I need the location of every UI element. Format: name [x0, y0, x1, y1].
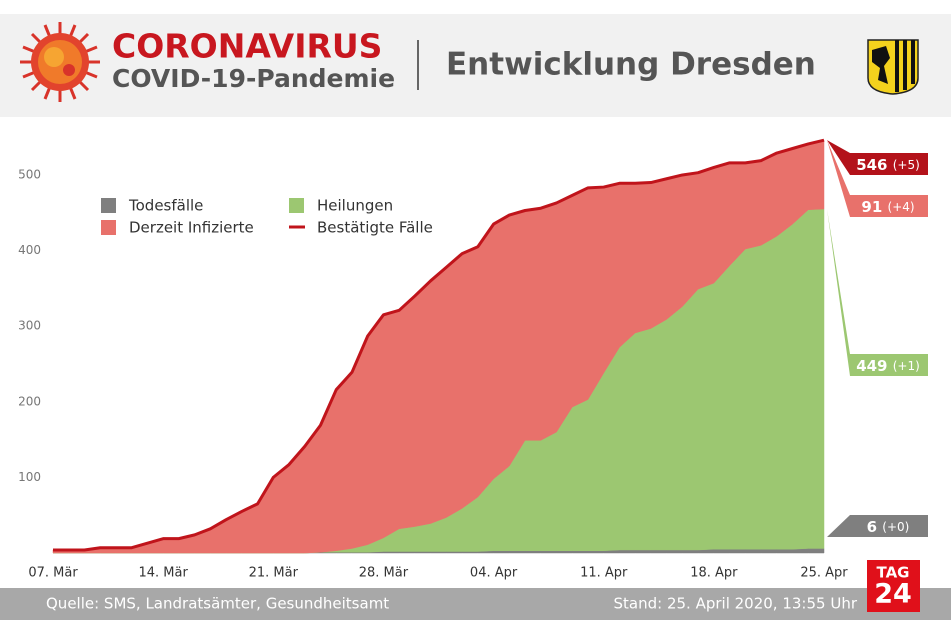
- source: Quelle: SMS, Landratsämter, Gesundheitsa…: [46, 595, 389, 613]
- x-tick-label: 25. Apr: [800, 566, 848, 581]
- legend-swatch: [101, 220, 116, 235]
- x-tick-label: 28. Mär: [359, 566, 409, 581]
- x-tick-label: 18. Apr: [690, 566, 738, 581]
- x-tick-label: 14. Mär: [138, 566, 188, 581]
- end-tag: [827, 515, 928, 537]
- end-label: 91 (+4): [861, 198, 914, 216]
- legend-swatch: [101, 198, 116, 213]
- y-tick-label: 400: [18, 243, 41, 257]
- x-tick-label: 11. Apr: [580, 566, 628, 581]
- header-band: [0, 14, 951, 117]
- coat-of-arms: [867, 39, 919, 95]
- end-tag: [827, 208, 928, 376]
- virus-icon: [20, 22, 100, 102]
- total-line: [53, 138, 825, 552]
- legend-label: Bestätigte Fälle: [317, 219, 433, 237]
- footer-band: [0, 588, 951, 620]
- logo-text: TAG: [877, 564, 910, 582]
- subtitle: COVID-19-Pandemie: [112, 64, 395, 93]
- legend-label: Todesfälle: [128, 197, 203, 215]
- date-stamp: Stand: 25. April 2020, 13:55 Uhr: [614, 595, 858, 613]
- x-tick-label: 04. Apr: [470, 566, 518, 581]
- end-tag: [827, 140, 928, 175]
- x-tick-label: 07. Mär: [28, 566, 78, 581]
- logo-number: 24: [874, 579, 912, 610]
- end-label: 6 (+0): [867, 518, 910, 536]
- title: CORONAVIRUS: [112, 27, 382, 66]
- end-label: 546 (+5): [856, 156, 920, 174]
- legend-label: Derzeit Infizierte: [129, 219, 254, 237]
- y-tick-label: 300: [18, 319, 41, 333]
- y-tick-label: 500: [18, 167, 41, 181]
- y-tick-label: 100: [18, 470, 41, 484]
- plot: 100 200 300 400 500 07. Mär 14. Mär 21. Mär 28. …: [18, 138, 928, 581]
- end-tag: [827, 140, 928, 217]
- legend-swatch: [289, 198, 304, 213]
- x-tick-label: 21. Mär: [249, 566, 299, 581]
- heading: Entwicklung Dresden: [446, 47, 816, 83]
- legend-label: Heilungen: [317, 197, 393, 215]
- logo: [867, 560, 920, 612]
- y-tick-label: 200: [18, 394, 41, 408]
- end-label: 449 (+1): [856, 357, 920, 375]
